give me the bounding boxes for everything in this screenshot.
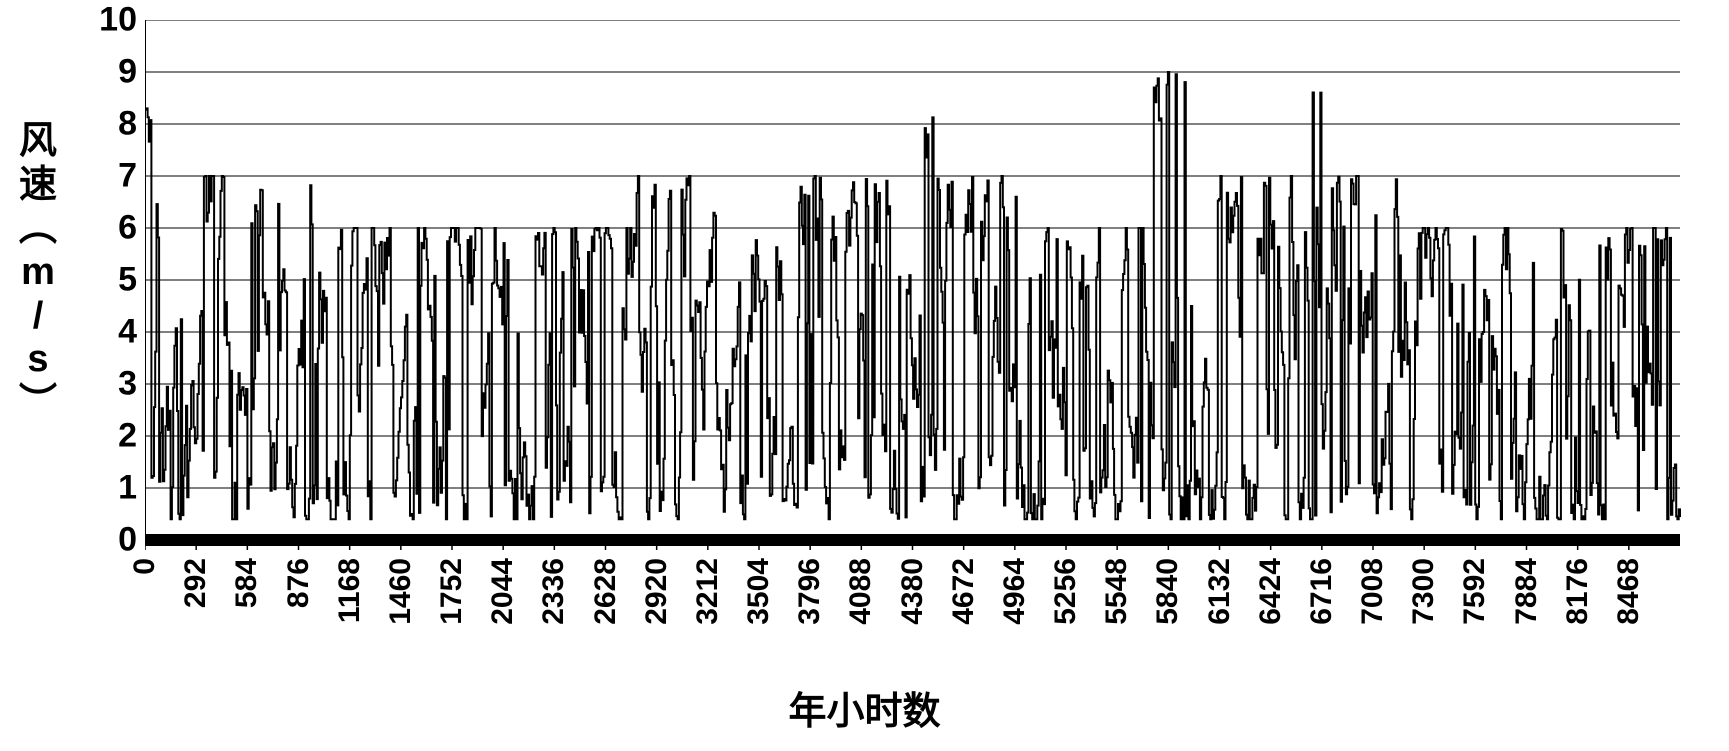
x-tick-label: 5256 (1049, 558, 1083, 625)
plot-area (145, 20, 1684, 560)
x-tick-label: 4380 (896, 558, 930, 625)
x-tick-label: 1752 (435, 558, 469, 625)
x-tick-label: 3212 (691, 558, 725, 625)
y-tick-label: 8 (77, 105, 137, 144)
y-axis-title: 风速︵m/s︶ (18, 120, 58, 426)
x-tick-label: 4964 (998, 558, 1032, 625)
x-tick-label: 5840 (1151, 558, 1185, 625)
y-tick-label: 6 (77, 209, 137, 248)
y-tick-label: 9 (77, 53, 137, 92)
x-tick-label: 584 (230, 558, 264, 608)
x-tick-label: 7300 (1407, 558, 1441, 625)
x-tick-label: 3504 (742, 558, 776, 625)
x-tick-label: 0 (128, 558, 162, 575)
y-tick-label: 7 (77, 157, 137, 196)
x-tick-label: 1168 (333, 558, 367, 623)
y-tick-label: 5 (77, 261, 137, 300)
x-axis-title: 年小时数 (0, 680, 1729, 735)
x-tick-label: 2920 (640, 558, 674, 625)
x-tick-label: 6716 (1305, 558, 1339, 625)
x-tick-label: 7884 (1510, 558, 1544, 625)
y-tick-label: 10 (77, 1, 137, 40)
x-tick-label: 5548 (1100, 558, 1134, 625)
x-tick-label: 2044 (486, 558, 520, 625)
y-tick-label: 1 (77, 469, 137, 508)
y-tick-label: 4 (77, 313, 137, 352)
x-tick-label: 6132 (1203, 558, 1237, 625)
y-tick-label: 3 (77, 365, 137, 404)
y-tick-label: 0 (77, 521, 137, 560)
x-tick-label: 2336 (537, 558, 571, 625)
y-tick-label: 2 (77, 417, 137, 456)
x-tick-label: 3796 (793, 558, 827, 625)
x-tick-label: 292 (179, 558, 213, 608)
x-tick-label: 8176 (1561, 558, 1595, 625)
x-tick-label: 7592 (1458, 558, 1492, 625)
x-tick-label: 6424 (1254, 558, 1288, 625)
x-tick-label: 2628 (589, 558, 623, 625)
x-tick-label: 4088 (844, 558, 878, 625)
x-tick-label: 7008 (1356, 558, 1390, 625)
x-tick-label: 876 (282, 558, 316, 608)
x-tick-label: 1460 (384, 558, 418, 625)
x-tick-label: 4672 (947, 558, 981, 625)
wind-speed-chart: 风速︵m/s︶ 年小时数 0 1 2 3 4 5 6 7 8 9 10 0 292 584 876 1168 1… (0, 0, 1729, 751)
x-tick-label: 8468 (1612, 558, 1646, 625)
